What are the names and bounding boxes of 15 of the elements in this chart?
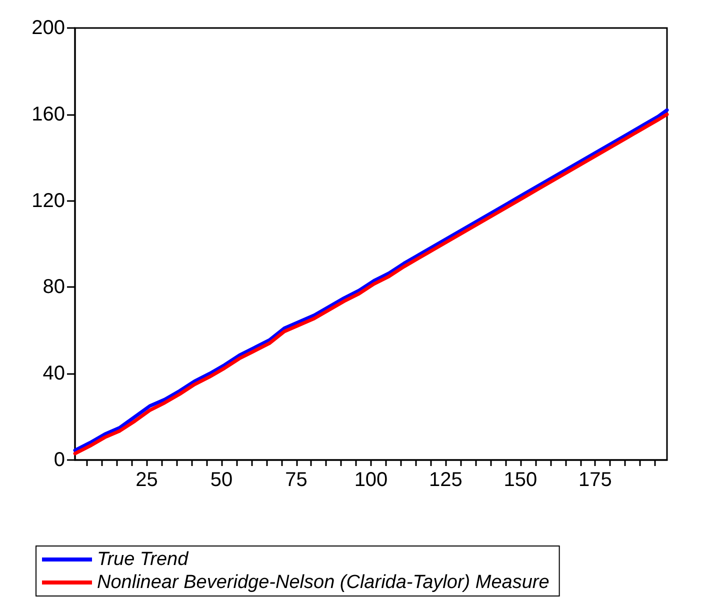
x-tick-label: 125 [429,469,462,491]
x-tick-label: 100 [354,469,388,491]
x-tick-label: 25 [136,469,158,491]
y-tick-label: 160 [32,103,65,126]
x-tick-label: 150 [504,469,538,491]
legend-label: True Trend [97,549,190,570]
y-tick-label: 0 [54,449,65,471]
y-tick-label: 40 [42,362,65,385]
x-tick-label: 75 [285,469,308,491]
y-tick-label: 200 [32,17,65,39]
legend-label: Nonlinear Beveridge-Nelson (Clarida-Taylor) Measure [97,572,550,593]
x-tick-label: 175 [578,469,612,491]
x-tick-label: 50 [210,469,233,491]
y-tick-label: 80 [42,276,65,298]
y-tick-label: 120 [32,190,65,212]
